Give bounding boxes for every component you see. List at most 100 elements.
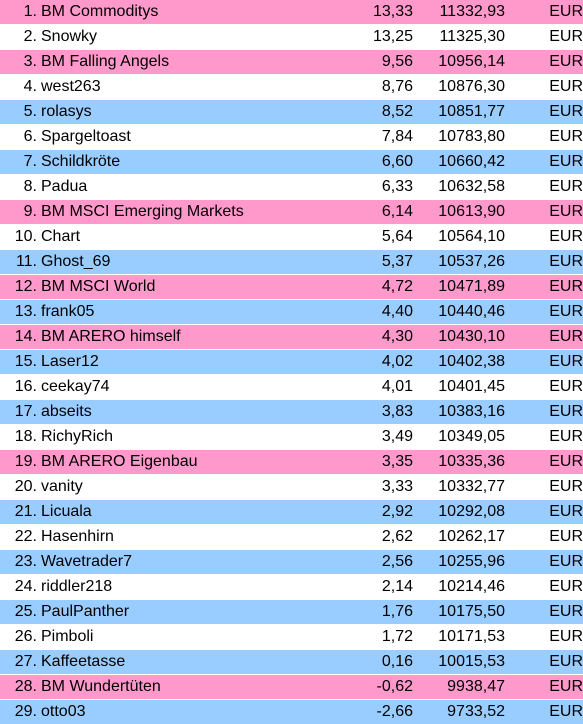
percent-cell: 3,35 xyxy=(333,450,413,475)
name-cell: Licuala xyxy=(37,500,333,525)
currency-cell: EUR xyxy=(505,475,583,500)
name-cell: ceekay74 xyxy=(37,375,333,400)
name-cell: rolasys xyxy=(37,100,333,125)
percent-cell: 3,33 xyxy=(333,475,413,500)
currency-cell: EUR xyxy=(505,700,583,724)
value-cell: 10430,10 xyxy=(413,325,505,350)
rank-cell: 18. xyxy=(0,425,37,450)
percent-cell: 2,62 xyxy=(333,525,413,550)
name-cell: Padua xyxy=(37,175,333,200)
name-cell: west263 xyxy=(37,75,333,100)
rank-cell: 6. xyxy=(0,125,37,150)
percent-cell: 6,14 xyxy=(333,200,413,225)
rank-cell: 7. xyxy=(0,150,37,175)
name-cell: Schildkröte xyxy=(37,150,333,175)
currency-cell: EUR xyxy=(505,175,583,200)
percent-cell: 8,52 xyxy=(333,100,413,125)
currency-cell: EUR xyxy=(505,525,583,550)
name-cell: Spargeltoast xyxy=(37,125,333,150)
rank-cell: 5. xyxy=(0,100,37,125)
name-cell: vanity xyxy=(37,475,333,500)
percent-cell: 5,64 xyxy=(333,225,413,250)
rank-cell: 14. xyxy=(0,325,37,350)
value-cell: 10292,08 xyxy=(413,500,505,525)
name-cell: Chart xyxy=(37,225,333,250)
currency-cell: EUR xyxy=(505,275,583,300)
rank-cell: 8. xyxy=(0,175,37,200)
value-cell: 10613,90 xyxy=(413,200,505,225)
value-cell: 10851,77 xyxy=(413,100,505,125)
name-cell: BM Wundertüten xyxy=(37,675,333,700)
rank-cell: 1. xyxy=(0,0,37,25)
name-cell: Wavetrader7 xyxy=(37,550,333,575)
value-cell: 9733,52 xyxy=(413,700,505,724)
currency-cell: EUR xyxy=(505,375,583,400)
rank-cell: 10. xyxy=(0,225,37,250)
value-cell: 10383,16 xyxy=(413,400,505,425)
percent-cell: 2,14 xyxy=(333,575,413,600)
name-cell: BM ARERO himself xyxy=(37,325,333,350)
name-cell: BM ARERO Eigenbau xyxy=(37,450,333,475)
name-cell: BM Falling Angels xyxy=(37,50,333,75)
percent-cell: 1,76 xyxy=(333,600,413,625)
currency-cell: EUR xyxy=(505,350,583,375)
name-cell: abseits xyxy=(37,400,333,425)
percent-cell: 2,92 xyxy=(333,500,413,525)
name-cell: Ghost_69 xyxy=(37,250,333,275)
value-cell: 10471,89 xyxy=(413,275,505,300)
value-cell: 10335,36 xyxy=(413,450,505,475)
value-cell: 10660,42 xyxy=(413,150,505,175)
name-cell: frank05 xyxy=(37,300,333,325)
value-cell: 10262,17 xyxy=(413,525,505,550)
value-cell: 10632,58 xyxy=(413,175,505,200)
percent-cell: 4,01 xyxy=(333,375,413,400)
rank-cell: 2. xyxy=(0,25,37,50)
percent-cell: 5,37 xyxy=(333,250,413,275)
rank-cell: 4. xyxy=(0,75,37,100)
rank-cell: 24. xyxy=(0,575,37,600)
value-cell: 10401,45 xyxy=(413,375,505,400)
currency-cell: EUR xyxy=(505,300,583,325)
percent-cell: 0,16 xyxy=(333,650,413,675)
value-cell: 10402,38 xyxy=(413,350,505,375)
rank-cell: 25. xyxy=(0,600,37,625)
name-cell: PaulPanther xyxy=(37,600,333,625)
rank-cell: 13. xyxy=(0,300,37,325)
value-cell: 10214,46 xyxy=(413,575,505,600)
rank-cell: 28. xyxy=(0,675,37,700)
rank-cell: 21. xyxy=(0,500,37,525)
rank-cell: 19. xyxy=(0,450,37,475)
currency-cell: EUR xyxy=(505,500,583,525)
currency-cell: EUR xyxy=(505,325,583,350)
percent-cell: 6,33 xyxy=(333,175,413,200)
currency-cell: EUR xyxy=(505,675,583,700)
value-cell: 10783,80 xyxy=(413,125,505,150)
name-cell: Laser12 xyxy=(37,350,333,375)
rank-cell: 16. xyxy=(0,375,37,400)
rank-cell: 12. xyxy=(0,275,37,300)
currency-cell: EUR xyxy=(505,450,583,475)
currency-cell: EUR xyxy=(505,425,583,450)
percent-cell: 4,40 xyxy=(333,300,413,325)
value-cell: 10537,26 xyxy=(413,250,505,275)
name-cell: RichyRich xyxy=(37,425,333,450)
percent-cell: 3,83 xyxy=(333,400,413,425)
